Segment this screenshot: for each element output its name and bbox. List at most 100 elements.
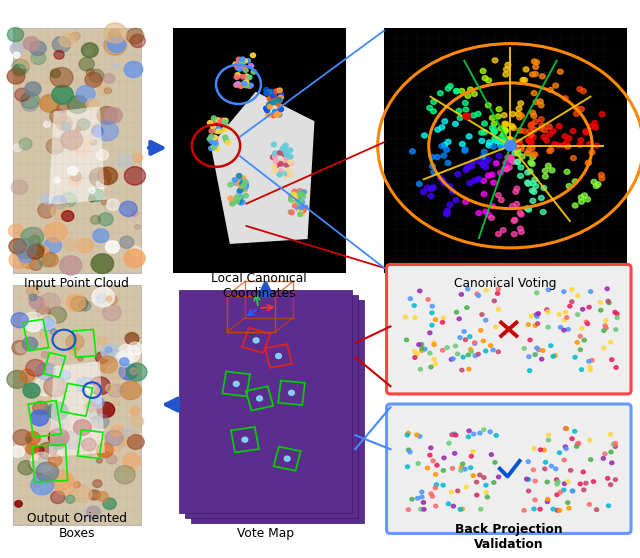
Circle shape — [415, 497, 420, 500]
Bar — [274, 447, 301, 470]
Circle shape — [106, 347, 112, 353]
Circle shape — [209, 129, 214, 133]
Circle shape — [420, 189, 426, 194]
Circle shape — [526, 323, 531, 326]
Circle shape — [551, 507, 556, 511]
Circle shape — [76, 126, 81, 132]
Circle shape — [42, 253, 58, 267]
Circle shape — [492, 299, 496, 302]
Circle shape — [435, 464, 439, 467]
Circle shape — [56, 116, 72, 131]
Circle shape — [481, 339, 485, 343]
Circle shape — [547, 288, 550, 292]
Text: Canonical Voting: Canonical Voting — [454, 277, 557, 290]
Circle shape — [472, 178, 477, 183]
Bar — [185, 295, 358, 518]
Circle shape — [609, 450, 613, 454]
Circle shape — [267, 97, 272, 101]
Circle shape — [431, 170, 436, 175]
Circle shape — [576, 313, 580, 316]
Circle shape — [72, 485, 92, 502]
Circle shape — [96, 121, 118, 141]
Circle shape — [548, 344, 553, 348]
Circle shape — [433, 473, 438, 476]
Circle shape — [223, 124, 228, 128]
Circle shape — [404, 338, 408, 341]
Circle shape — [460, 142, 465, 147]
Circle shape — [434, 504, 438, 508]
Circle shape — [284, 157, 289, 162]
Circle shape — [433, 486, 437, 489]
Circle shape — [49, 429, 69, 446]
Circle shape — [492, 121, 497, 126]
Circle shape — [15, 501, 22, 507]
Circle shape — [444, 211, 449, 216]
Circle shape — [485, 496, 490, 499]
Circle shape — [275, 111, 280, 116]
Circle shape — [451, 504, 456, 508]
Circle shape — [509, 156, 515, 161]
Circle shape — [276, 112, 282, 116]
FancyBboxPatch shape — [387, 404, 631, 533]
Circle shape — [211, 145, 216, 150]
Circle shape — [289, 391, 294, 395]
Circle shape — [127, 435, 144, 449]
Circle shape — [240, 64, 245, 69]
Circle shape — [54, 475, 77, 495]
Circle shape — [575, 340, 579, 344]
Circle shape — [491, 129, 497, 134]
Circle shape — [548, 88, 554, 93]
Circle shape — [453, 89, 459, 94]
Circle shape — [452, 122, 458, 127]
Circle shape — [31, 475, 54, 495]
Circle shape — [507, 142, 513, 147]
Circle shape — [120, 201, 137, 217]
Circle shape — [456, 489, 460, 493]
Circle shape — [477, 158, 483, 163]
Circle shape — [528, 160, 534, 165]
Circle shape — [36, 306, 51, 318]
Circle shape — [432, 341, 436, 345]
Circle shape — [587, 359, 591, 363]
Circle shape — [563, 96, 568, 101]
Circle shape — [607, 504, 611, 508]
Circle shape — [466, 134, 472, 139]
Circle shape — [503, 122, 509, 127]
Circle shape — [525, 181, 531, 186]
Circle shape — [236, 82, 241, 86]
Circle shape — [237, 174, 242, 178]
Circle shape — [482, 428, 486, 431]
Circle shape — [239, 177, 244, 182]
Circle shape — [284, 171, 289, 176]
Bar — [223, 372, 250, 396]
Circle shape — [90, 140, 97, 145]
Circle shape — [71, 32, 80, 40]
Circle shape — [118, 344, 140, 363]
Circle shape — [29, 235, 40, 245]
Circle shape — [21, 228, 44, 247]
Bar — [43, 353, 66, 377]
Circle shape — [273, 155, 278, 159]
Circle shape — [495, 292, 500, 295]
Circle shape — [498, 126, 504, 131]
Circle shape — [527, 169, 533, 174]
Circle shape — [588, 503, 591, 506]
Circle shape — [93, 415, 109, 429]
Circle shape — [431, 109, 436, 114]
Circle shape — [215, 126, 220, 131]
Circle shape — [526, 207, 532, 212]
Circle shape — [497, 475, 500, 479]
Circle shape — [115, 350, 134, 367]
Circle shape — [593, 184, 599, 189]
Circle shape — [9, 239, 26, 254]
Circle shape — [60, 357, 65, 361]
Circle shape — [523, 67, 529, 72]
Circle shape — [573, 111, 579, 116]
Circle shape — [518, 229, 524, 234]
Circle shape — [511, 138, 516, 143]
Circle shape — [207, 137, 212, 141]
Circle shape — [518, 212, 524, 217]
Circle shape — [88, 196, 95, 202]
Circle shape — [269, 100, 274, 104]
Circle shape — [538, 195, 544, 200]
